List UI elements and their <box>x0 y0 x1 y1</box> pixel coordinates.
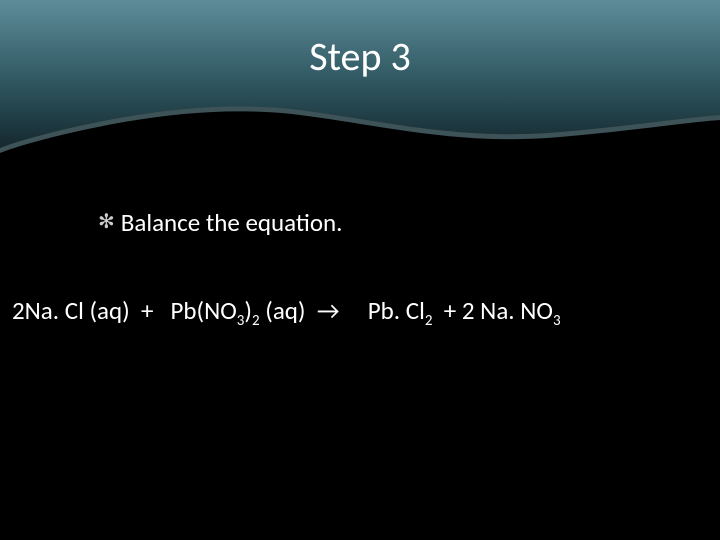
product-2a: Na. NO <box>475 295 553 326</box>
sub-2: 2 <box>252 312 260 330</box>
reactant-1a: Na. Cl (aq) + Pb(NO <box>25 295 237 326</box>
coeff-2: 2 <box>462 295 475 326</box>
gap <box>339 295 367 326</box>
product-1b: + <box>432 295 461 326</box>
chemical-equation: 2Na. Cl (aq) + Pb(NO3)2 (aq) → Pb. Cl2 +… <box>12 295 561 326</box>
asterisk-icon: ✻ <box>98 209 115 234</box>
bullet-text: Balance the equation. <box>121 207 343 238</box>
bullet-item: ✻ Balance the equation. <box>98 207 342 238</box>
sub-4: 3 <box>553 312 561 330</box>
coeff-1: 2 <box>12 295 25 326</box>
product-1a: Pb. Cl <box>368 295 425 326</box>
reactant-1b: ) <box>244 295 252 326</box>
arrow-icon: → <box>317 295 340 326</box>
slide-title: Step 3 <box>0 32 720 81</box>
reactant-1c: (aq) <box>260 295 317 326</box>
